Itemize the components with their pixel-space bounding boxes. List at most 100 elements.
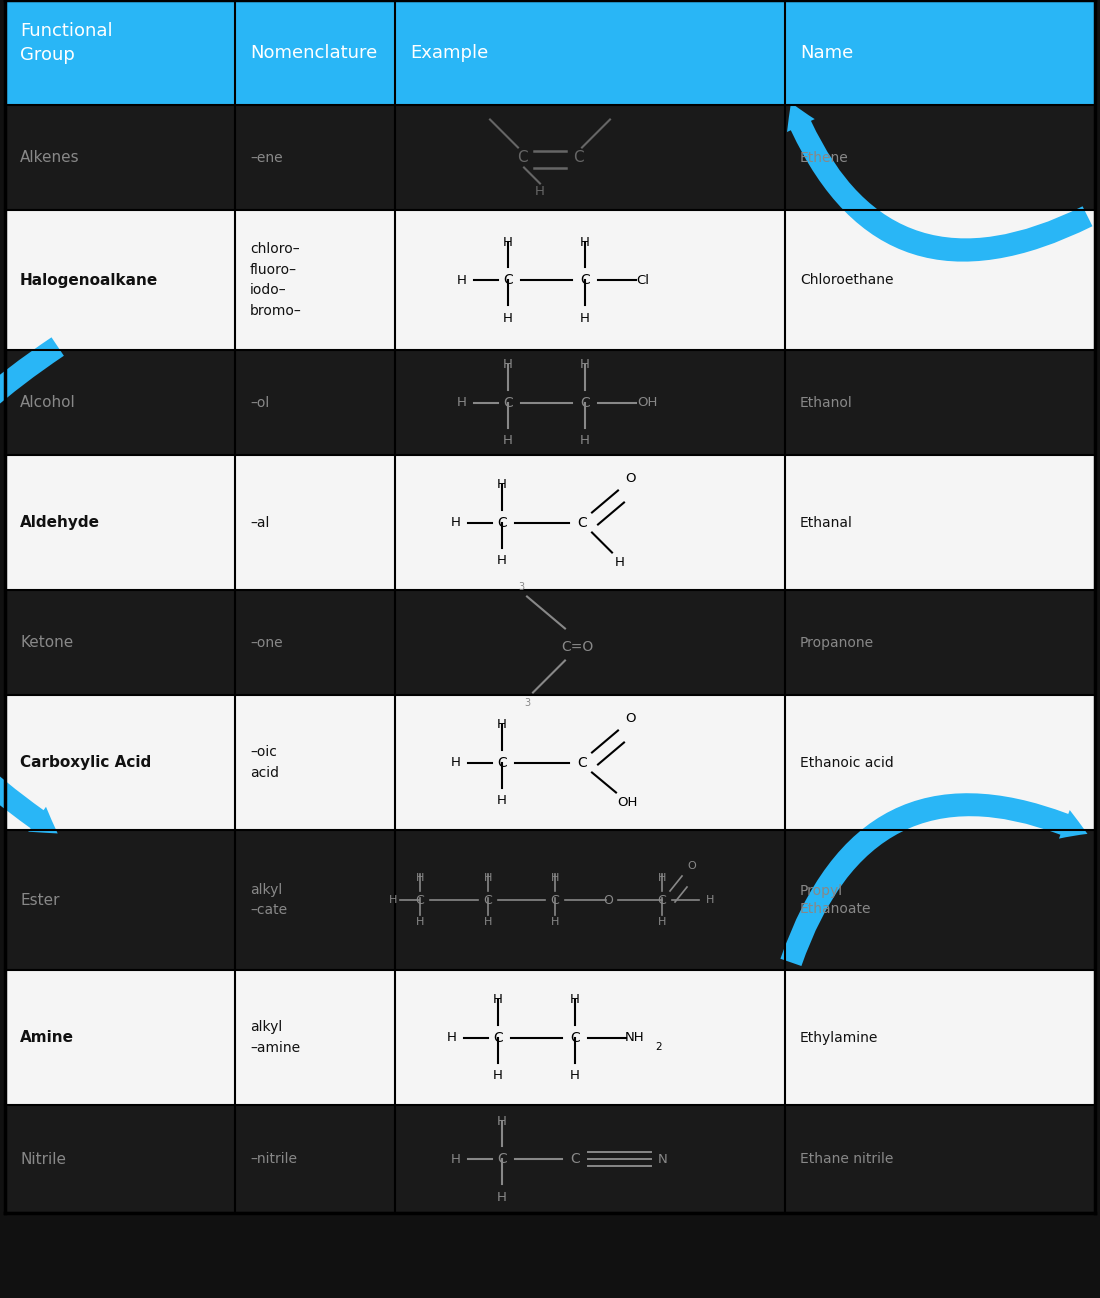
Text: H: H — [658, 874, 667, 883]
Text: H: H — [451, 755, 461, 768]
Bar — [785, 105, 1094, 210]
Text: H: H — [451, 517, 461, 530]
Text: 3: 3 — [524, 697, 530, 707]
Text: Chloroethane: Chloroethane — [800, 273, 893, 287]
Text: –nitrile: –nitrile — [250, 1153, 297, 1166]
Text: OH: OH — [637, 396, 657, 409]
Bar — [6, 591, 235, 694]
Bar — [235, 210, 395, 350]
Bar — [785, 591, 1094, 694]
Text: Ketone: Ketone — [20, 635, 74, 650]
Bar — [235, 350, 395, 456]
Text: H: H — [615, 556, 625, 569]
Text: H: H — [503, 235, 513, 248]
FancyArrowPatch shape — [786, 103, 1092, 262]
Bar — [6, 694, 235, 829]
Text: H: H — [658, 916, 667, 927]
Bar — [235, 456, 395, 591]
Text: C: C — [497, 755, 507, 770]
Text: H: H — [497, 1190, 507, 1203]
Text: H: H — [493, 993, 503, 1006]
Bar — [395, 105, 785, 210]
Text: H: H — [503, 358, 513, 371]
Text: Aldehyde: Aldehyde — [20, 515, 100, 530]
Text: C: C — [503, 396, 513, 409]
Text: alkyl
–amine: alkyl –amine — [250, 1020, 300, 1055]
Text: C: C — [570, 1153, 580, 1166]
Text: 2: 2 — [654, 1041, 661, 1051]
Bar — [6, 456, 235, 591]
Text: –ene: –ene — [250, 151, 283, 165]
Bar — [395, 829, 785, 970]
Text: C: C — [570, 1031, 580, 1045]
Text: Amine: Amine — [20, 1031, 74, 1045]
Text: –ol: –ol — [250, 396, 270, 409]
Text: –one: –one — [250, 636, 283, 649]
Text: O: O — [625, 713, 636, 726]
Bar — [6, 829, 235, 970]
Bar — [395, 456, 785, 591]
Text: H: H — [503, 312, 513, 324]
Text: C: C — [578, 755, 587, 770]
Bar — [395, 350, 785, 456]
Text: H: H — [580, 358, 590, 371]
Text: C: C — [517, 151, 527, 165]
Text: Propyl
Ethanoate: Propyl Ethanoate — [800, 884, 871, 916]
Text: H: H — [570, 1070, 580, 1083]
Text: Cl: Cl — [637, 274, 649, 287]
Text: C: C — [580, 396, 590, 409]
Bar — [235, 970, 395, 1105]
Text: C: C — [551, 893, 560, 906]
Text: O: O — [603, 893, 613, 906]
Text: Example: Example — [410, 44, 488, 61]
Text: Ethane nitrile: Ethane nitrile — [800, 1153, 893, 1166]
Text: Carboxylic Acid: Carboxylic Acid — [20, 755, 152, 770]
Text: H: H — [416, 874, 425, 883]
Bar — [395, 694, 785, 829]
Bar — [785, 350, 1094, 456]
Text: H: H — [458, 274, 466, 287]
Bar — [235, 105, 395, 210]
Text: H: H — [451, 1153, 461, 1166]
Text: H: H — [551, 916, 559, 927]
Bar — [785, 210, 1094, 350]
Bar — [235, 1105, 395, 1214]
Bar — [6, 105, 235, 210]
Text: H: H — [551, 874, 559, 883]
Text: H: H — [580, 312, 590, 324]
Bar — [6, 210, 235, 350]
Text: H: H — [497, 554, 507, 567]
Text: OH: OH — [617, 796, 637, 809]
Text: C: C — [497, 1153, 507, 1166]
Bar — [235, 829, 395, 970]
Text: H: H — [497, 718, 507, 731]
Text: C: C — [503, 273, 513, 287]
Bar — [785, 456, 1094, 591]
Text: chloro–
fluoro–
iodo–
bromo–: chloro– fluoro– iodo– bromo– — [250, 243, 301, 318]
Text: H: H — [497, 1115, 507, 1128]
Text: Functional
Group: Functional Group — [20, 22, 112, 64]
Text: C: C — [484, 893, 493, 906]
Text: H: H — [493, 1070, 503, 1083]
Text: Ethanoic acid: Ethanoic acid — [800, 755, 893, 770]
Text: Ethylamine: Ethylamine — [800, 1031, 879, 1045]
Text: Alkenes: Alkenes — [20, 151, 79, 165]
Bar — [6, 0, 1094, 105]
FancyArrowPatch shape — [780, 793, 1088, 966]
Text: Halogenoalkane: Halogenoalkane — [20, 273, 158, 287]
Bar — [785, 694, 1094, 829]
Bar — [395, 1105, 785, 1214]
Bar — [785, 829, 1094, 970]
Text: –al: –al — [250, 515, 270, 530]
Text: H: H — [388, 896, 397, 905]
Bar — [395, 591, 785, 694]
Bar — [785, 970, 1094, 1105]
Text: C: C — [658, 893, 667, 906]
Bar — [235, 591, 395, 694]
Text: Name: Name — [800, 44, 854, 61]
Bar — [6, 350, 235, 456]
Text: Ethanol: Ethanol — [800, 396, 852, 409]
Text: Propanone: Propanone — [800, 636, 874, 649]
Text: H: H — [416, 916, 425, 927]
Text: C: C — [493, 1031, 503, 1045]
